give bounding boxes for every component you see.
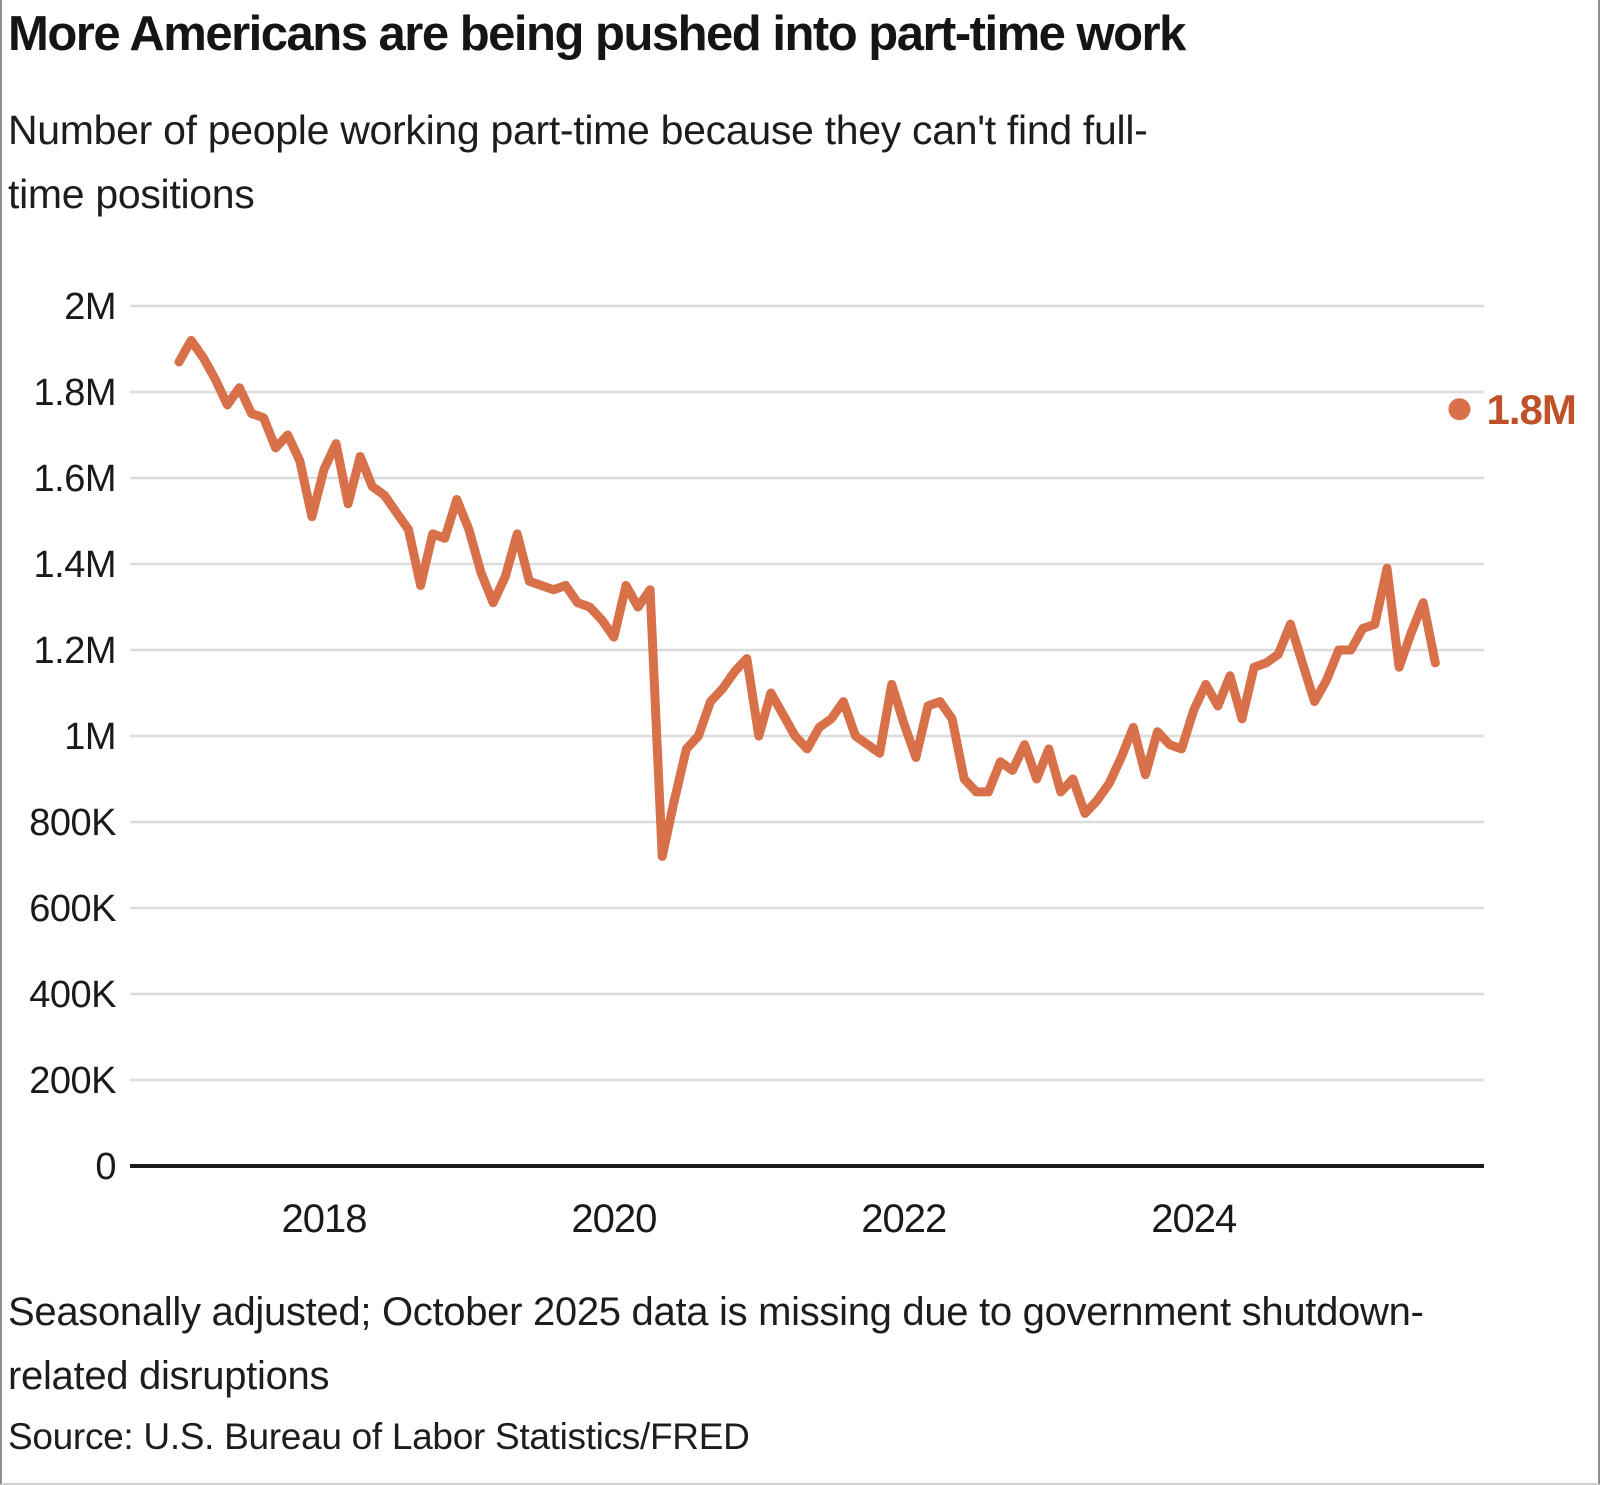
x-tick-label: 2020	[571, 1197, 656, 1241]
x-tick-label: 2024	[1151, 1197, 1237, 1241]
chart-source: Source: U.S. Bureau of Labor Statistics/…	[8, 1416, 750, 1457]
chart-subtitle-line-2: time positions	[8, 171, 255, 217]
y-tick-label: 0	[95, 1146, 116, 1188]
chart-footnote-line-2: related disruptions	[8, 1354, 330, 1398]
chart-subtitle: Number of people working part-time becau…	[8, 98, 1588, 226]
y-axis-labels: 2M 1.8M 1.6M 1.4M 1.2M 1M 800K 600K 400K 200K 0	[29, 286, 116, 1188]
latest-value-label: 1.8M	[1486, 386, 1575, 433]
chart-title: More Americans are being pushed into par…	[8, 7, 1186, 61]
y-tick-label: 1.2M	[34, 630, 116, 672]
y-tick-label: 200K	[29, 1060, 116, 1102]
y-tick-label: 1.4M	[34, 544, 116, 586]
y-tick-label: 2M	[64, 286, 116, 328]
x-tick-label: 2018	[281, 1197, 366, 1241]
x-tick-label: 2022	[861, 1197, 946, 1241]
y-tick-label: 400K	[29, 974, 116, 1016]
y-tick-label: 600K	[29, 888, 116, 930]
y-tick-label: 1.8M	[34, 372, 116, 414]
chart-footnote-line-1: Seasonally adjusted; October 2025 data i…	[8, 1290, 1424, 1334]
chart-subtitle-line-1: Number of people working part-time becau…	[8, 107, 1148, 153]
gridlines	[130, 304, 1484, 1082]
data-line	[174, 335, 1440, 861]
x-axis-labels: 2018 2020 2022 2024	[281, 1197, 1237, 1241]
y-tick-label: 800K	[29, 802, 116, 844]
latest-value-dot	[1448, 398, 1471, 421]
chart-footnote: Seasonally adjusted; October 2025 data i…	[8, 1280, 1588, 1408]
y-tick-label: 1M	[64, 716, 116, 758]
y-tick-label: 1.6M	[34, 458, 116, 500]
